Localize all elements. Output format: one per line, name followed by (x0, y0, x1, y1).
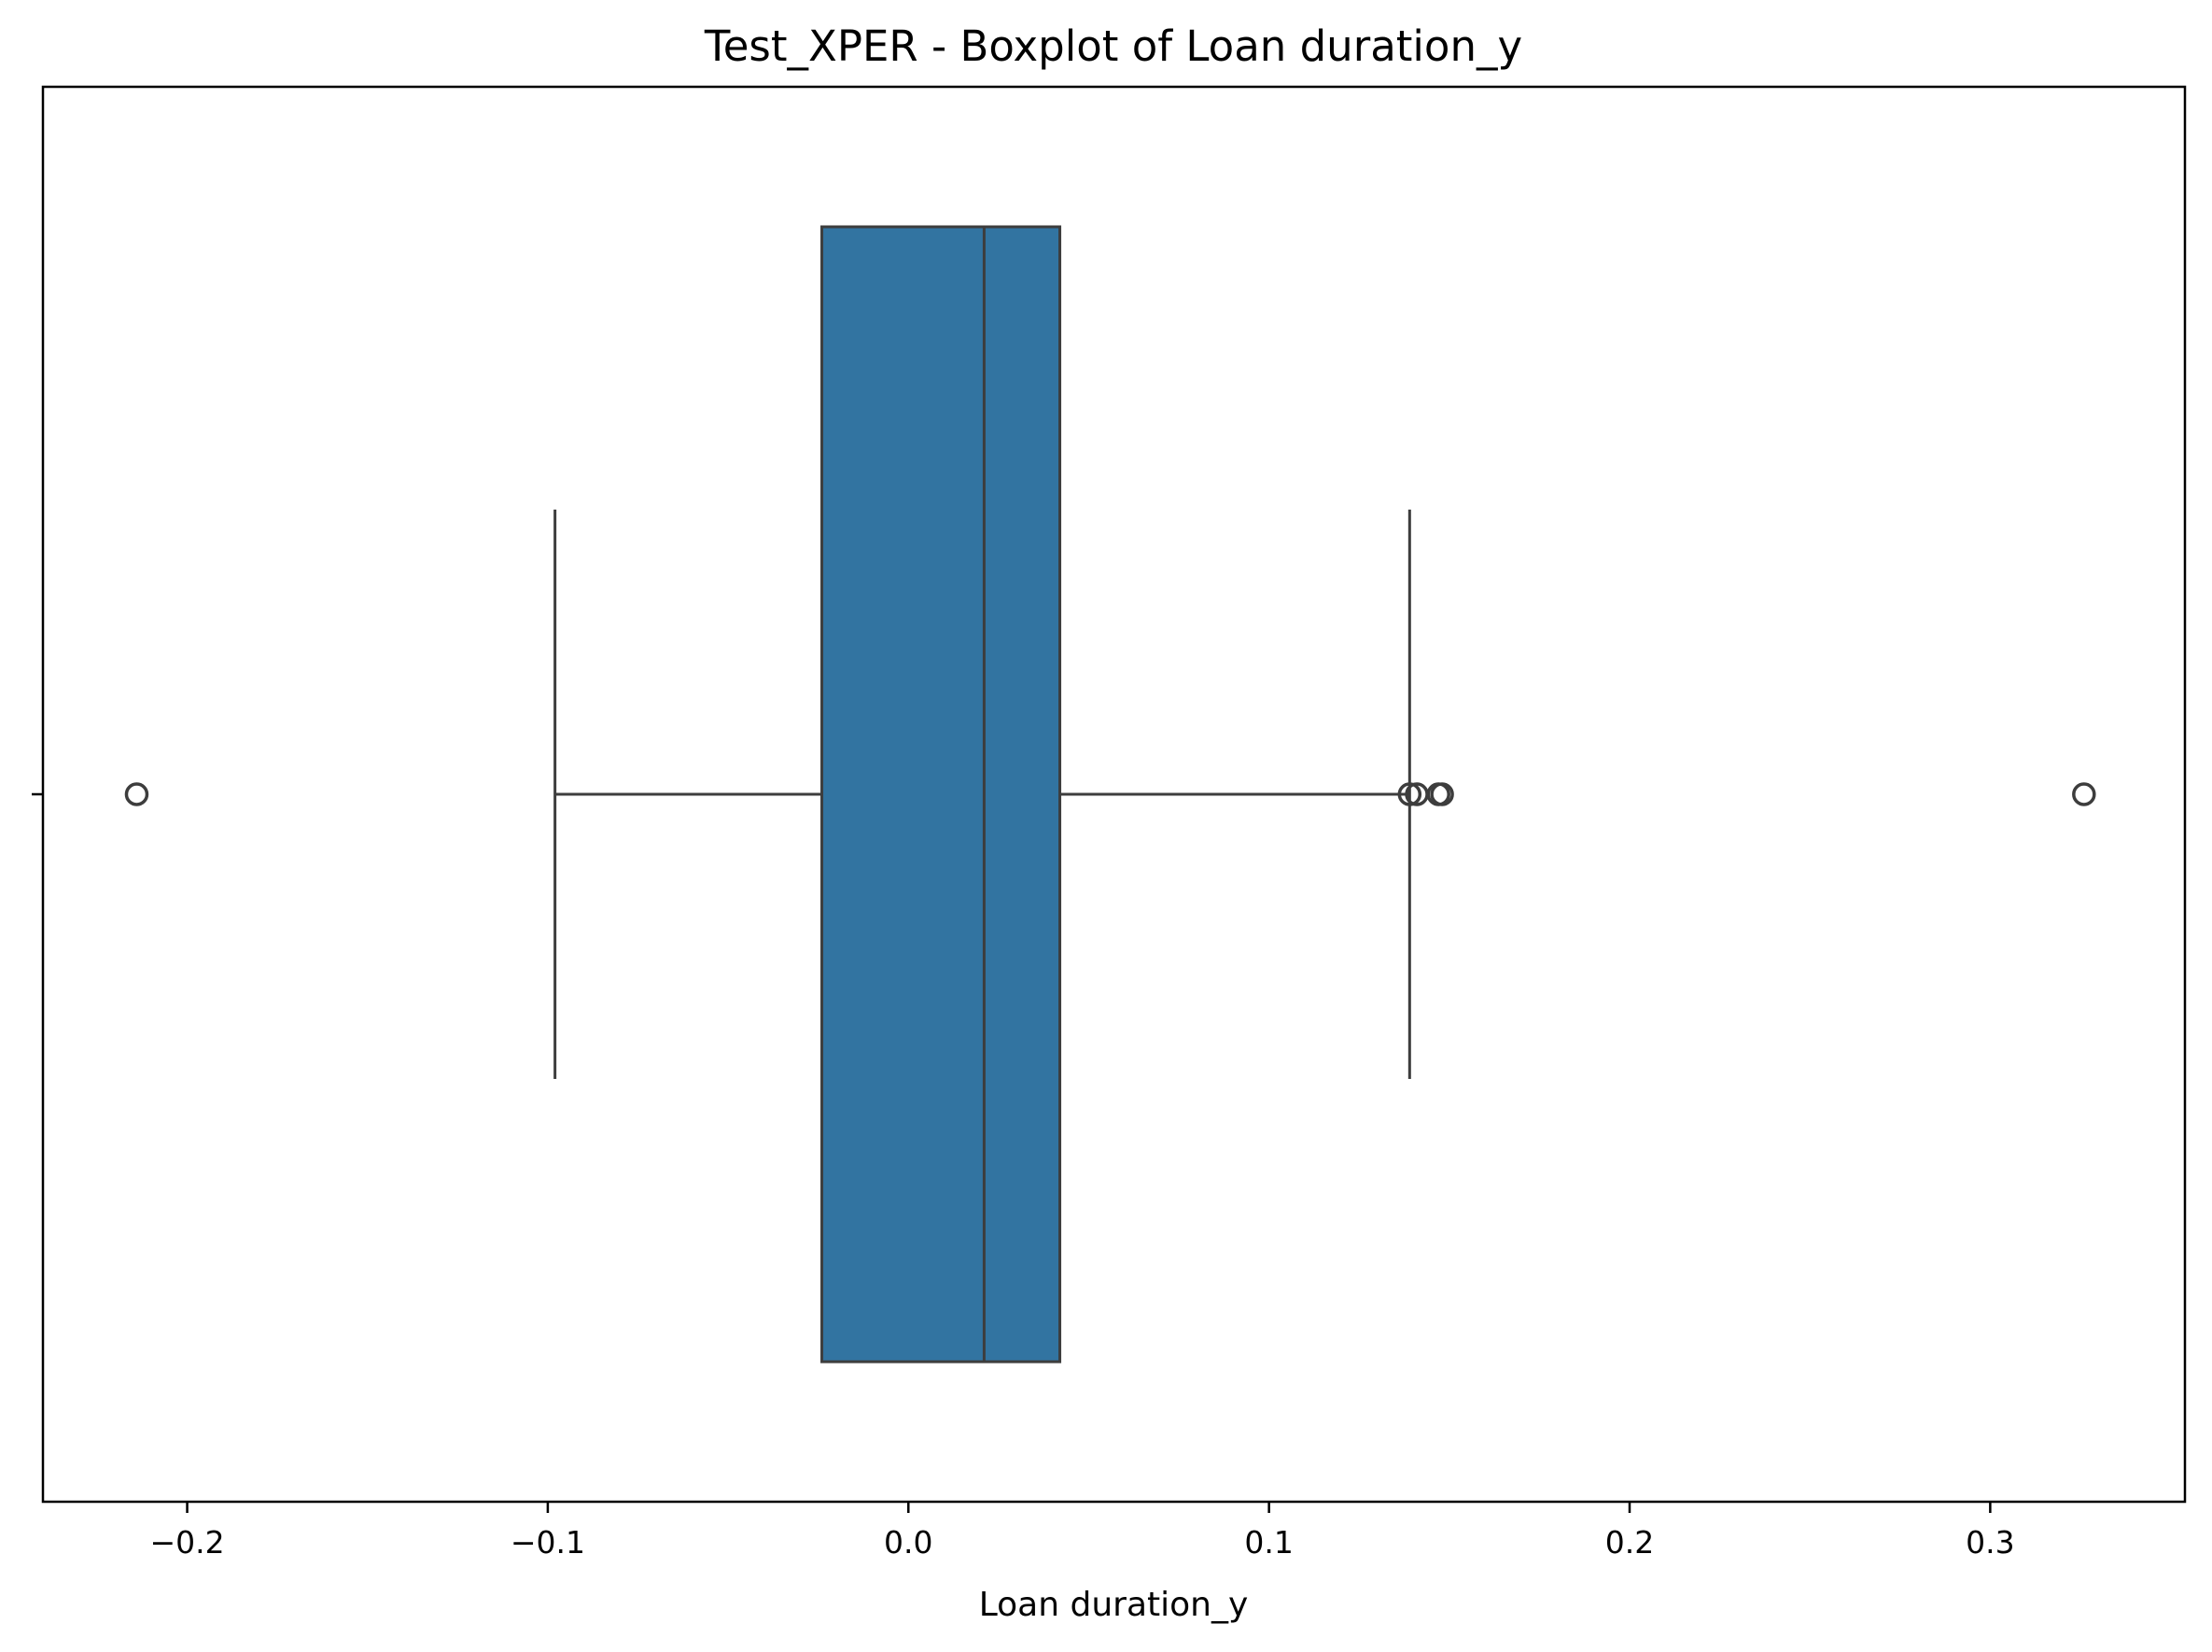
x-tick-label: −0.2 (149, 1524, 224, 1561)
chart-title: Test_XPER - Boxplot of Loan duration_y (704, 21, 1522, 71)
x-tick-label: −0.1 (511, 1524, 585, 1561)
plot-area: −0.2 −0.1 0.0 0.1 0.2 0.3 (32, 225, 2096, 1561)
outlier-point (124, 782, 149, 806)
outlier-point (2072, 782, 2096, 806)
x-axis-label: Loan duration_y (979, 1586, 1249, 1624)
x-tick-label: 0.3 (1966, 1524, 2014, 1561)
x-tick-label: 0.1 (1244, 1524, 1293, 1561)
plot-frame (41, 85, 2187, 1504)
outlier-point (1430, 782, 1454, 806)
iqr-box (820, 225, 1062, 1364)
x-tick-label: 0.0 (884, 1524, 932, 1561)
outlier-point (1397, 782, 1422, 806)
x-tick-label: 0.2 (1605, 1524, 1654, 1561)
